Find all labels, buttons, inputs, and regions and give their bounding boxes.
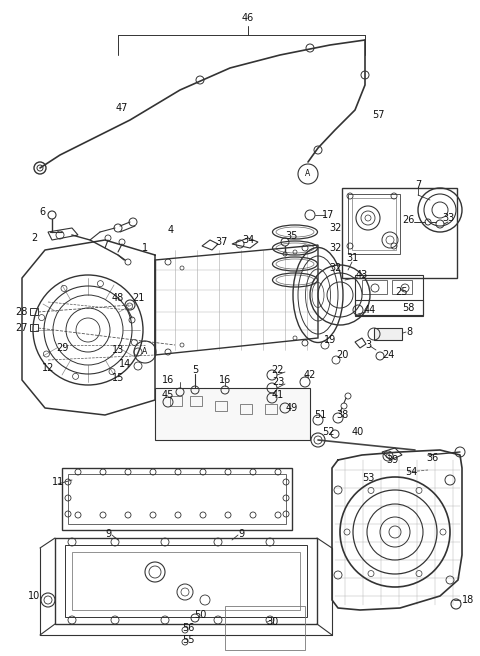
- Text: A: A: [305, 169, 311, 178]
- Bar: [352, 198, 396, 250]
- Text: 18: 18: [462, 595, 474, 605]
- Bar: [265, 404, 277, 414]
- Text: 19: 19: [324, 335, 336, 345]
- Text: 9: 9: [238, 529, 244, 539]
- Text: 14: 14: [119, 359, 131, 369]
- Text: 57: 57: [372, 110, 384, 120]
- Text: 17: 17: [322, 210, 334, 220]
- Bar: [215, 401, 227, 411]
- Text: 51: 51: [314, 410, 326, 420]
- Text: 6: 6: [39, 207, 45, 217]
- Text: 20: 20: [336, 350, 348, 360]
- Bar: [190, 396, 202, 406]
- Bar: [155, 388, 310, 440]
- Text: 10: 10: [28, 591, 40, 601]
- Text: 47: 47: [116, 103, 128, 113]
- Bar: [170, 396, 182, 406]
- Text: 55: 55: [182, 635, 194, 645]
- Text: 54: 54: [405, 467, 418, 477]
- Text: 9: 9: [106, 529, 112, 539]
- Text: 32: 32: [329, 223, 341, 233]
- Text: 34: 34: [242, 235, 254, 245]
- Text: 3: 3: [365, 340, 371, 350]
- Text: 1: 1: [142, 243, 148, 253]
- Text: 28: 28: [16, 307, 28, 317]
- Text: 39: 39: [386, 455, 398, 465]
- Text: 31: 31: [346, 253, 358, 263]
- Bar: [374, 328, 402, 340]
- Bar: [72, 552, 300, 610]
- Bar: [65, 545, 307, 617]
- Text: 23: 23: [272, 377, 284, 387]
- Text: 30: 30: [266, 617, 278, 627]
- Text: 16: 16: [219, 375, 231, 385]
- Text: 12: 12: [42, 363, 54, 373]
- Text: 58: 58: [402, 303, 414, 313]
- Text: 26: 26: [402, 215, 414, 225]
- Text: 24: 24: [382, 350, 394, 360]
- Text: 22: 22: [272, 365, 284, 375]
- Text: 49: 49: [286, 403, 298, 413]
- Bar: [355, 275, 423, 315]
- Text: 13: 13: [112, 345, 124, 355]
- Bar: [30, 308, 38, 315]
- Text: 33: 33: [442, 213, 454, 223]
- Text: 43: 43: [356, 270, 368, 280]
- Text: 48: 48: [112, 293, 124, 303]
- Bar: [55, 538, 317, 624]
- Text: 46: 46: [242, 13, 254, 23]
- Text: 32: 32: [329, 243, 341, 253]
- Text: 25: 25: [396, 287, 408, 297]
- Bar: [362, 280, 387, 294]
- Text: 36: 36: [426, 453, 438, 463]
- Text: 45: 45: [162, 390, 174, 400]
- Text: A: A: [143, 348, 148, 356]
- Bar: [355, 300, 423, 316]
- Text: 44: 44: [364, 305, 376, 315]
- Text: 41: 41: [272, 390, 284, 400]
- Text: 50: 50: [194, 610, 206, 620]
- Bar: [240, 404, 252, 414]
- Text: 15: 15: [112, 373, 124, 383]
- Text: 29: 29: [56, 343, 68, 353]
- Bar: [342, 188, 457, 278]
- Text: 32: 32: [329, 263, 341, 273]
- Text: 56: 56: [182, 623, 194, 633]
- Bar: [30, 324, 38, 331]
- Bar: [62, 468, 292, 530]
- Text: 11: 11: [52, 477, 64, 487]
- Bar: [225, 606, 305, 650]
- Bar: [392, 280, 412, 294]
- Text: 7: 7: [415, 180, 421, 190]
- Text: 53: 53: [362, 473, 374, 483]
- Text: 5: 5: [192, 365, 198, 375]
- Text: 21: 21: [132, 293, 144, 303]
- Bar: [348, 194, 400, 254]
- Text: 52: 52: [322, 427, 334, 437]
- Text: 4: 4: [168, 225, 174, 235]
- Text: 27: 27: [15, 323, 28, 333]
- Text: 35: 35: [286, 231, 298, 241]
- Text: 40: 40: [352, 427, 364, 437]
- Text: 42: 42: [304, 370, 316, 380]
- Text: 16: 16: [162, 375, 174, 385]
- Text: 38: 38: [336, 410, 348, 420]
- Text: 2: 2: [32, 233, 38, 243]
- Bar: [68, 474, 286, 524]
- Text: 37: 37: [216, 237, 228, 247]
- Text: 8: 8: [406, 327, 412, 337]
